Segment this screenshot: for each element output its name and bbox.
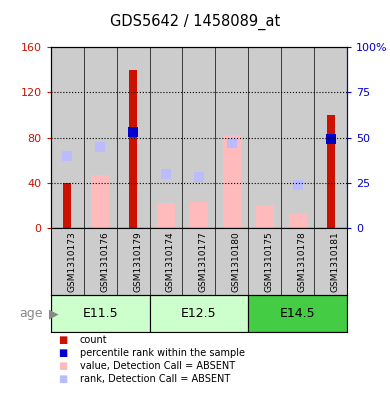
Bar bbox=[129, 70, 137, 228]
Text: GSM1310176: GSM1310176 bbox=[100, 231, 109, 292]
Point bbox=[196, 174, 202, 180]
Text: GSM1310177: GSM1310177 bbox=[199, 231, 208, 292]
Bar bbox=[117, 47, 149, 228]
Point bbox=[294, 182, 301, 188]
Bar bbox=[223, 135, 241, 228]
Bar bbox=[83, 47, 117, 228]
Bar bbox=[149, 47, 183, 228]
Text: percentile rank within the sample: percentile rank within the sample bbox=[80, 348, 245, 358]
Bar bbox=[190, 202, 208, 228]
Text: GSM1310173: GSM1310173 bbox=[67, 231, 76, 292]
Text: E11.5: E11.5 bbox=[82, 307, 118, 320]
Bar bbox=[183, 47, 215, 228]
Bar bbox=[248, 295, 347, 332]
Text: GSM1310179: GSM1310179 bbox=[133, 231, 142, 292]
Text: ▶: ▶ bbox=[49, 307, 58, 320]
Point bbox=[163, 171, 169, 177]
Bar bbox=[215, 47, 248, 228]
Bar bbox=[256, 205, 274, 228]
Point bbox=[97, 143, 103, 150]
Text: GSM1310178: GSM1310178 bbox=[298, 231, 307, 292]
Text: ■: ■ bbox=[58, 361, 68, 371]
Bar bbox=[51, 295, 149, 332]
Text: E14.5: E14.5 bbox=[280, 307, 316, 320]
Bar bbox=[289, 214, 307, 228]
Bar bbox=[326, 115, 335, 228]
Bar bbox=[63, 183, 71, 228]
Text: GSM1310174: GSM1310174 bbox=[166, 231, 175, 292]
Text: GSM1310175: GSM1310175 bbox=[265, 231, 274, 292]
Text: GSM1310180: GSM1310180 bbox=[232, 231, 241, 292]
Text: ■: ■ bbox=[58, 335, 68, 345]
Text: ■: ■ bbox=[58, 374, 68, 384]
Point bbox=[328, 136, 334, 143]
Bar bbox=[51, 47, 83, 228]
Bar bbox=[91, 175, 109, 228]
Point bbox=[130, 129, 136, 135]
Text: GSM1310181: GSM1310181 bbox=[331, 231, 340, 292]
Text: count: count bbox=[80, 335, 108, 345]
Bar bbox=[314, 47, 347, 228]
Text: rank, Detection Call = ABSENT: rank, Detection Call = ABSENT bbox=[80, 374, 230, 384]
Point bbox=[229, 140, 235, 146]
Text: GDS5642 / 1458089_at: GDS5642 / 1458089_at bbox=[110, 14, 280, 30]
Text: value, Detection Call = ABSENT: value, Detection Call = ABSENT bbox=[80, 361, 235, 371]
Bar bbox=[248, 47, 281, 228]
Point bbox=[64, 152, 70, 159]
Text: age: age bbox=[20, 307, 43, 320]
Bar bbox=[281, 47, 314, 228]
Text: ■: ■ bbox=[58, 348, 68, 358]
Text: E12.5: E12.5 bbox=[181, 307, 217, 320]
Bar bbox=[149, 295, 248, 332]
Bar bbox=[157, 203, 175, 228]
